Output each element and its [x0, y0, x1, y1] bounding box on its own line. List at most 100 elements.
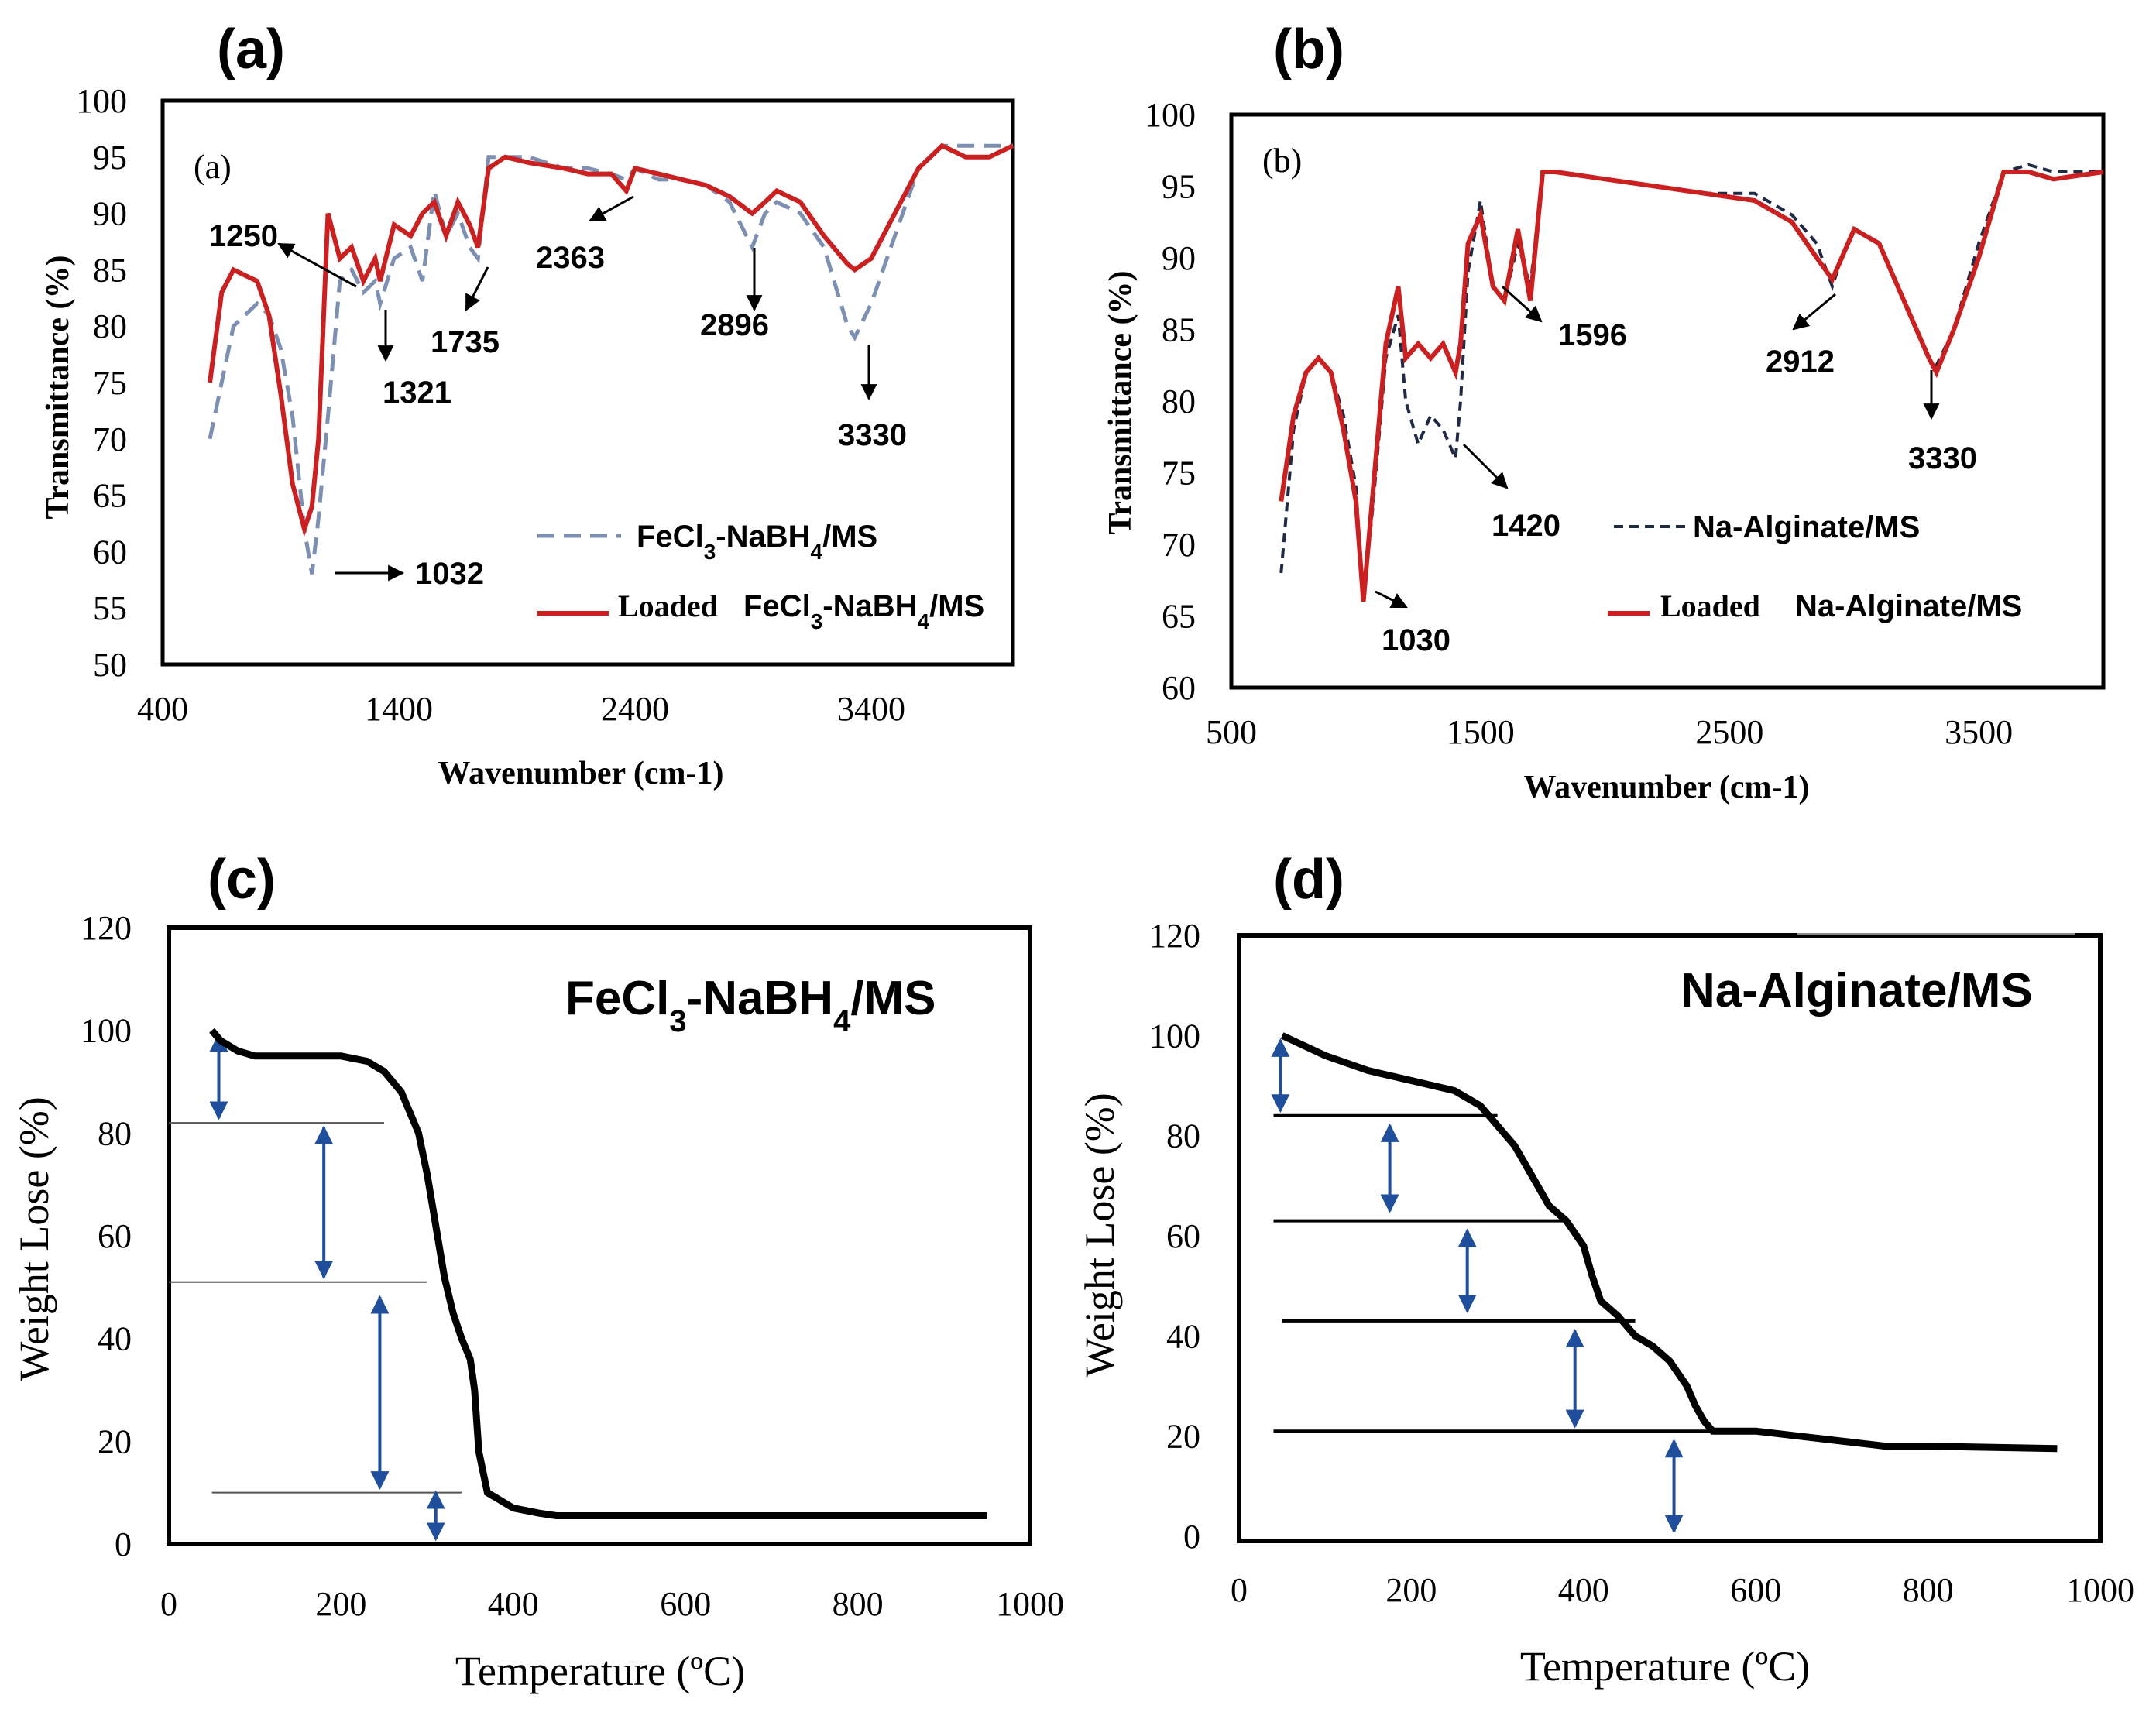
- panel-c-step-arrows: [209, 1033, 445, 1542]
- panel-d-xlabel: Temperature (ºC): [1520, 1643, 1810, 1690]
- x-tick-label: 3500: [1945, 713, 2013, 751]
- y-tick-label: 60: [93, 533, 127, 571]
- x-tick-label: 800: [1903, 1571, 1954, 1609]
- panel-a-ylabel: Transmittance (%): [40, 256, 76, 520]
- y-tick-label: 75: [1162, 455, 1196, 492]
- panel-c-title: FeCl3-NaBH4/MS: [565, 972, 936, 1038]
- panel-a-x-ticks: 400 1400 2400 3400: [137, 690, 905, 728]
- x-tick-label: 600: [1730, 1571, 1781, 1609]
- annotation-1420: 1420: [1492, 509, 1560, 543]
- annotation-1735: 1735: [431, 325, 500, 359]
- y-tick-label: 95: [1162, 168, 1196, 206]
- panel-d: (d) Na-Alginate/MS 0 20 40 60 80 100 120 0 200 4…: [1076, 849, 2134, 1690]
- annotation-2363: 2363: [536, 241, 605, 275]
- x-tick-label: 1500: [1447, 713, 1515, 751]
- panel-b-frame: [1229, 112, 2106, 690]
- legend-label-loaded-prefix-a: Loaded: [618, 588, 718, 623]
- y-tick-label: 100: [1149, 1017, 1200, 1055]
- panel-b-inner-label: (b): [1262, 142, 1302, 180]
- y-tick-label: 80: [98, 1114, 132, 1152]
- y-tick-label: 70: [93, 420, 127, 458]
- panel-c-label: (c): [208, 849, 276, 911]
- panel-d-ylabel: Weight Lose (%): [1076, 1093, 1123, 1378]
- y-tick-label: 20: [98, 1422, 132, 1460]
- panel-b-label: (b): [1273, 19, 1344, 81]
- panel-b-x-ticks: 500 1500 2500 3500: [1206, 713, 2013, 751]
- annotation-2896: 2896: [700, 308, 769, 342]
- panel-a-series-loaded: [208, 142, 1014, 537]
- x-tick-label: 2500: [1695, 713, 1763, 751]
- y-tick-label: 90: [1162, 239, 1196, 277]
- panel-a-inner-label: (a): [194, 148, 232, 186]
- legend-label-fecl3: FeCl3-NaBH4/MS: [637, 520, 877, 564]
- panel-a-label: (a): [217, 19, 285, 81]
- x-tick-label: 1000: [996, 1585, 1064, 1623]
- panel-c-ylabel: Weight Lose (%): [11, 1096, 57, 1381]
- panel-b-ylabel: Transmittance (%): [1103, 271, 1138, 535]
- x-tick-label: 3400: [837, 690, 905, 728]
- panel-b-series-loaded: [1279, 170, 2104, 602]
- y-tick-label: 90: [93, 195, 127, 233]
- annotation-1250: 1250: [209, 219, 278, 253]
- annotation-1030: 1030: [1382, 623, 1450, 657]
- panel-b-legend: Na-Alginate/MS Loaded Na-Alginate/MS: [1608, 510, 2022, 623]
- y-tick-label: 120: [1149, 917, 1200, 955]
- panel-b-annotations: 1596 2912 3330 1420 1030: [1375, 285, 1977, 657]
- panel-d-x-ticks: 0 200 400 600 800 1000: [1231, 1571, 2134, 1609]
- legend-label-loaded-alginate: Na-Alginate/MS: [1795, 589, 2022, 623]
- y-tick-label: 80: [1166, 1117, 1200, 1155]
- y-tick-label: 120: [81, 909, 132, 947]
- x-tick-label: 1000: [2066, 1571, 2134, 1609]
- annotation-arrow-2363: [589, 195, 634, 222]
- x-tick-label: 400: [1558, 1571, 1609, 1609]
- annotation-arrow-1030: [1375, 590, 1408, 609]
- y-tick-label: 70: [1162, 526, 1196, 564]
- y-tick-label: 80: [1162, 383, 1196, 420]
- panel-d-y-ticks: 0 20 40 60 80 100 120: [1149, 917, 1200, 1556]
- y-tick-label: 60: [1162, 669, 1196, 707]
- y-tick-label: 60: [1166, 1217, 1200, 1255]
- x-tick-label: 2400: [601, 690, 669, 728]
- legend-label-loaded-prefix-b: Loaded: [1660, 588, 1760, 623]
- legend-label-loaded-fecl3: FeCl3-NaBH4/MS: [743, 589, 984, 633]
- y-tick-label: 40: [98, 1320, 132, 1358]
- annotation-1596: 1596: [1558, 318, 1627, 352]
- x-tick-label: 400: [488, 1585, 539, 1623]
- y-tick-label: 55: [93, 589, 127, 627]
- y-tick-label: 0: [1183, 1518, 1200, 1556]
- panel-a-frame: [160, 98, 1015, 667]
- panel-c-y-ticks: 0 20 40 60 80 100 120: [81, 909, 132, 1563]
- y-tick-label: 75: [93, 364, 127, 402]
- y-tick-label: 0: [115, 1525, 132, 1563]
- y-tick-label: 50: [93, 646, 127, 684]
- y-tick-label: 100: [76, 82, 127, 120]
- annotation-3330: 3330: [1908, 441, 1977, 475]
- x-tick-label: 200: [315, 1585, 366, 1623]
- panel-c-x-ticks: 0 200 400 600 800 1000: [160, 1585, 1064, 1623]
- y-tick-label: 60: [98, 1217, 132, 1255]
- y-tick-label: 20: [1166, 1418, 1200, 1456]
- y-tick-label: 85: [1162, 311, 1196, 349]
- x-tick-label: 1400: [365, 690, 433, 728]
- panel-c: (c) FeCl3-NaBH4/MS 0 20 40 60 80 100 120 0 200 4…: [11, 849, 1064, 1694]
- panel-a-y-ticks: 50 55 60 65 70 75 80 85 90 95 100: [76, 82, 127, 684]
- legend-label-alginate: Na-Alginate/MS: [1693, 510, 1920, 544]
- panel-a-legend: FeCl3-NaBH4/MS Loaded FeCl3-NaBH4/MS: [537, 520, 984, 633]
- panel-c-frame: [167, 925, 1032, 1546]
- panel-d-step-lines: [1273, 1113, 1748, 1433]
- x-tick-label: 800: [833, 1585, 884, 1623]
- x-tick-label: 400: [137, 690, 188, 728]
- panel-c-series-tga: [209, 1028, 987, 1519]
- x-tick-label: 200: [1385, 1571, 1437, 1609]
- panel-c-xlabel: Temperature (ºC): [455, 1648, 745, 1694]
- x-tick-label: 500: [1206, 713, 1257, 751]
- panel-b-y-ticks: 60 65 70 75 80 85 90 95 100: [1145, 96, 1196, 707]
- y-tick-label: 85: [93, 251, 127, 289]
- annotation-1321: 1321: [383, 376, 451, 410]
- panel-d-title: Na-Alginate/MS: [1681, 964, 2033, 1017]
- panel-b-xlabel: Wavenumber (cm-1): [1524, 770, 1810, 805]
- panel-d-label: (d): [1273, 849, 1344, 911]
- panel-b: (b) (b) 60 65 70 75 80 85 90 95 100 500 1500 2500 3…: [1103, 19, 2106, 805]
- x-tick-label: 0: [160, 1585, 177, 1623]
